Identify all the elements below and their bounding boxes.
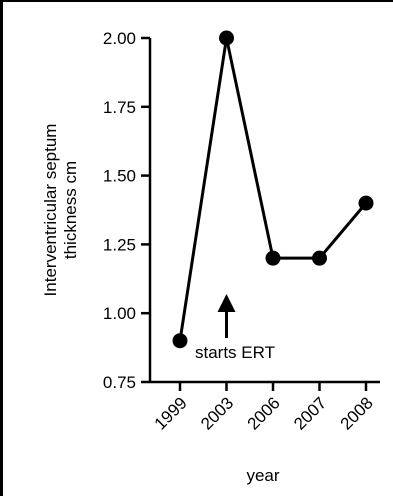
y-tick-label: 2.00: [103, 29, 136, 48]
y-tick-label: 1.75: [103, 98, 136, 117]
data-point-2006: [265, 250, 281, 266]
x-tick-label: 2003: [197, 393, 237, 433]
x-tick-label: 1999: [151, 393, 191, 433]
annotation-text: starts ERT: [195, 343, 275, 362]
y-axis-title-line-1: Interventricular septum: [41, 124, 60, 297]
data-point-2003: [219, 30, 234, 46]
data-point-2007: [312, 250, 327, 266]
x-tick-label: 2006: [244, 393, 284, 433]
annotation: starts ERT: [195, 294, 275, 362]
x-ticks: 1999 2003 2006 2007 2008: [151, 382, 377, 434]
y-tick-label: 1.50: [103, 167, 136, 186]
x-axis-title: year: [246, 466, 279, 485]
y-ticks: 0.75 1.00 1.25 1.50 1.75 2.00: [103, 29, 150, 392]
y-tick-label: 1.25: [103, 235, 136, 254]
x-tick-label: 2008: [337, 393, 377, 433]
data-point-2008: [358, 195, 374, 211]
data-points: [172, 30, 374, 349]
x-tick-label: 2007: [290, 393, 330, 433]
y-tick-label: 0.75: [103, 373, 136, 392]
y-axis-title-line-2: thickness cm: [61, 161, 80, 259]
y-tick-label: 1.00: [103, 304, 136, 323]
series-line: [178, 37, 368, 341]
annotation-arrow-head: [217, 294, 236, 312]
data-point-1999: [172, 333, 188, 349]
